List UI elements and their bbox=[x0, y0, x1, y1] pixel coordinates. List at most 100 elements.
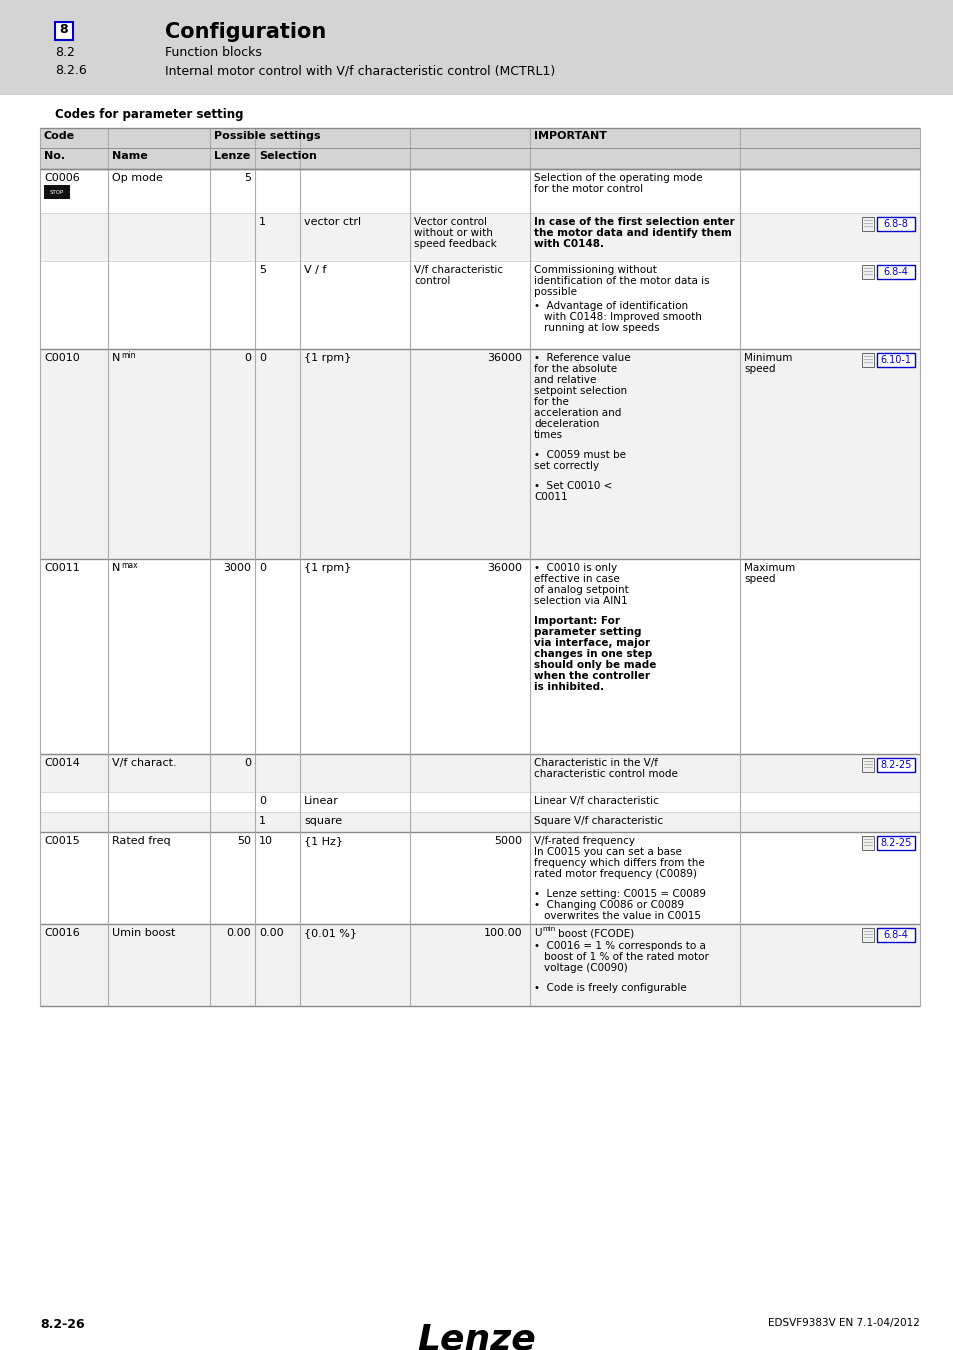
Bar bbox=[40, 261, 919, 350]
Text: C0016: C0016 bbox=[44, 927, 80, 938]
Text: 0: 0 bbox=[244, 352, 251, 363]
Bar bbox=[55, 22, 73, 40]
Text: control: control bbox=[414, 275, 450, 286]
Text: •  Set C0010 <: • Set C0010 < bbox=[534, 481, 612, 491]
Text: 36000: 36000 bbox=[486, 352, 521, 363]
Text: IMPORTANT: IMPORTANT bbox=[534, 131, 606, 140]
Text: 6.8-4: 6.8-4 bbox=[882, 267, 907, 277]
Text: Commissioning without: Commissioning without bbox=[534, 265, 657, 275]
Text: Linear V/f characteristic: Linear V/f characteristic bbox=[534, 796, 659, 806]
Text: Configuration: Configuration bbox=[165, 22, 326, 42]
Text: 0: 0 bbox=[258, 563, 266, 572]
Text: 8.2.6: 8.2.6 bbox=[55, 63, 87, 77]
Text: {1 rpm}: {1 rpm} bbox=[304, 352, 351, 363]
Bar bbox=[876, 927, 914, 942]
Text: via interface, major: via interface, major bbox=[534, 639, 649, 648]
Text: 8: 8 bbox=[60, 23, 69, 36]
Text: when the controller: when the controller bbox=[534, 671, 649, 680]
Bar bbox=[40, 559, 919, 755]
Bar bbox=[40, 792, 919, 811]
Text: STOP: STOP bbox=[50, 189, 64, 194]
Text: max: max bbox=[121, 562, 137, 570]
Text: 0: 0 bbox=[258, 796, 266, 806]
Bar bbox=[40, 169, 919, 213]
Text: Code: Code bbox=[44, 131, 75, 140]
Text: C0015: C0015 bbox=[44, 836, 80, 846]
Text: N: N bbox=[112, 352, 120, 363]
Text: boost (FCODE): boost (FCODE) bbox=[558, 927, 634, 938]
Text: {0.01 %}: {0.01 %} bbox=[304, 927, 356, 938]
Text: overwrites the value in C0015: overwrites the value in C0015 bbox=[543, 911, 700, 921]
Text: 0.00: 0.00 bbox=[226, 927, 251, 938]
Text: Vector control: Vector control bbox=[414, 217, 486, 227]
Text: Maximum: Maximum bbox=[743, 563, 795, 572]
Bar bbox=[40, 128, 919, 148]
Text: •  Lenze setting: C0015 = C0089: • Lenze setting: C0015 = C0089 bbox=[534, 890, 705, 899]
Text: C0010: C0010 bbox=[44, 352, 80, 363]
Bar bbox=[876, 757, 914, 772]
Text: No.: No. bbox=[44, 151, 65, 161]
Text: Minimum: Minimum bbox=[743, 352, 792, 363]
Text: In C0015 you can set a base: In C0015 you can set a base bbox=[534, 846, 681, 857]
Text: C0006: C0006 bbox=[44, 173, 80, 184]
Text: boost of 1 % of the rated motor: boost of 1 % of the rated motor bbox=[543, 952, 708, 963]
Text: set correctly: set correctly bbox=[534, 460, 598, 471]
Text: C0011: C0011 bbox=[44, 563, 80, 572]
Text: 0.00: 0.00 bbox=[258, 927, 283, 938]
Text: 1: 1 bbox=[258, 815, 266, 826]
Text: Internal motor control with V/f characteristic control (MCTRL1): Internal motor control with V/f characte… bbox=[165, 63, 555, 77]
Text: V/f characteristic: V/f characteristic bbox=[414, 265, 502, 275]
Bar bbox=[876, 265, 914, 279]
Bar bbox=[876, 352, 914, 367]
Bar bbox=[40, 923, 919, 1006]
Bar bbox=[40, 832, 919, 923]
Text: should only be made: should only be made bbox=[534, 660, 656, 670]
Text: 5: 5 bbox=[258, 265, 266, 275]
Text: 8.2-25: 8.2-25 bbox=[880, 838, 911, 848]
Text: for the: for the bbox=[534, 397, 568, 406]
Text: •  C0059 must be: • C0059 must be bbox=[534, 450, 625, 460]
Bar bbox=[862, 836, 873, 850]
Text: Characteristic in the V/f: Characteristic in the V/f bbox=[534, 757, 658, 768]
Text: square: square bbox=[304, 815, 342, 826]
Text: Name: Name bbox=[112, 151, 148, 161]
Bar bbox=[40, 350, 919, 559]
Text: 0: 0 bbox=[258, 352, 266, 363]
Text: effective in case: effective in case bbox=[534, 574, 619, 585]
Text: Important: For: Important: For bbox=[534, 616, 619, 626]
Text: Square V/f characteristic: Square V/f characteristic bbox=[534, 815, 662, 826]
Text: •  C0010 is only: • C0010 is only bbox=[534, 563, 617, 572]
Text: and relative: and relative bbox=[534, 375, 596, 385]
Text: Selection: Selection bbox=[258, 151, 316, 161]
Text: 6.10-1: 6.10-1 bbox=[880, 355, 910, 364]
Bar bbox=[862, 265, 873, 279]
Text: EDSVF9383V EN 7.1-04/2012: EDSVF9383V EN 7.1-04/2012 bbox=[767, 1318, 919, 1328]
Text: possible: possible bbox=[534, 288, 577, 297]
Bar bbox=[40, 811, 919, 832]
Text: Lenze: Lenze bbox=[417, 1322, 536, 1350]
Text: min: min bbox=[541, 926, 555, 931]
Text: Selection of the operating mode: Selection of the operating mode bbox=[534, 173, 701, 184]
Text: 100.00: 100.00 bbox=[483, 927, 521, 938]
Text: 50: 50 bbox=[236, 836, 251, 846]
Text: identification of the motor data is: identification of the motor data is bbox=[534, 275, 709, 286]
Text: 36000: 36000 bbox=[486, 563, 521, 572]
Text: U: U bbox=[534, 927, 541, 938]
Text: 10: 10 bbox=[258, 836, 273, 846]
Text: V/f charact.: V/f charact. bbox=[112, 757, 176, 768]
Bar bbox=[862, 352, 873, 367]
Text: acceleration and: acceleration and bbox=[534, 408, 620, 418]
Text: Possible settings: Possible settings bbox=[213, 131, 320, 140]
Text: without or with: without or with bbox=[414, 228, 493, 238]
Text: running at low speeds: running at low speeds bbox=[543, 323, 659, 333]
Text: Op mode: Op mode bbox=[112, 173, 163, 184]
Text: •  Advantage of identification: • Advantage of identification bbox=[534, 301, 687, 310]
Text: C0014: C0014 bbox=[44, 757, 80, 768]
Text: V / f: V / f bbox=[304, 265, 326, 275]
Text: Umin boost: Umin boost bbox=[112, 927, 175, 938]
Bar bbox=[0, 0, 953, 95]
Text: Lenze: Lenze bbox=[213, 151, 250, 161]
Text: voltage (C0090): voltage (C0090) bbox=[543, 963, 627, 973]
Text: vector ctrl: vector ctrl bbox=[304, 217, 361, 227]
Bar bbox=[862, 757, 873, 772]
